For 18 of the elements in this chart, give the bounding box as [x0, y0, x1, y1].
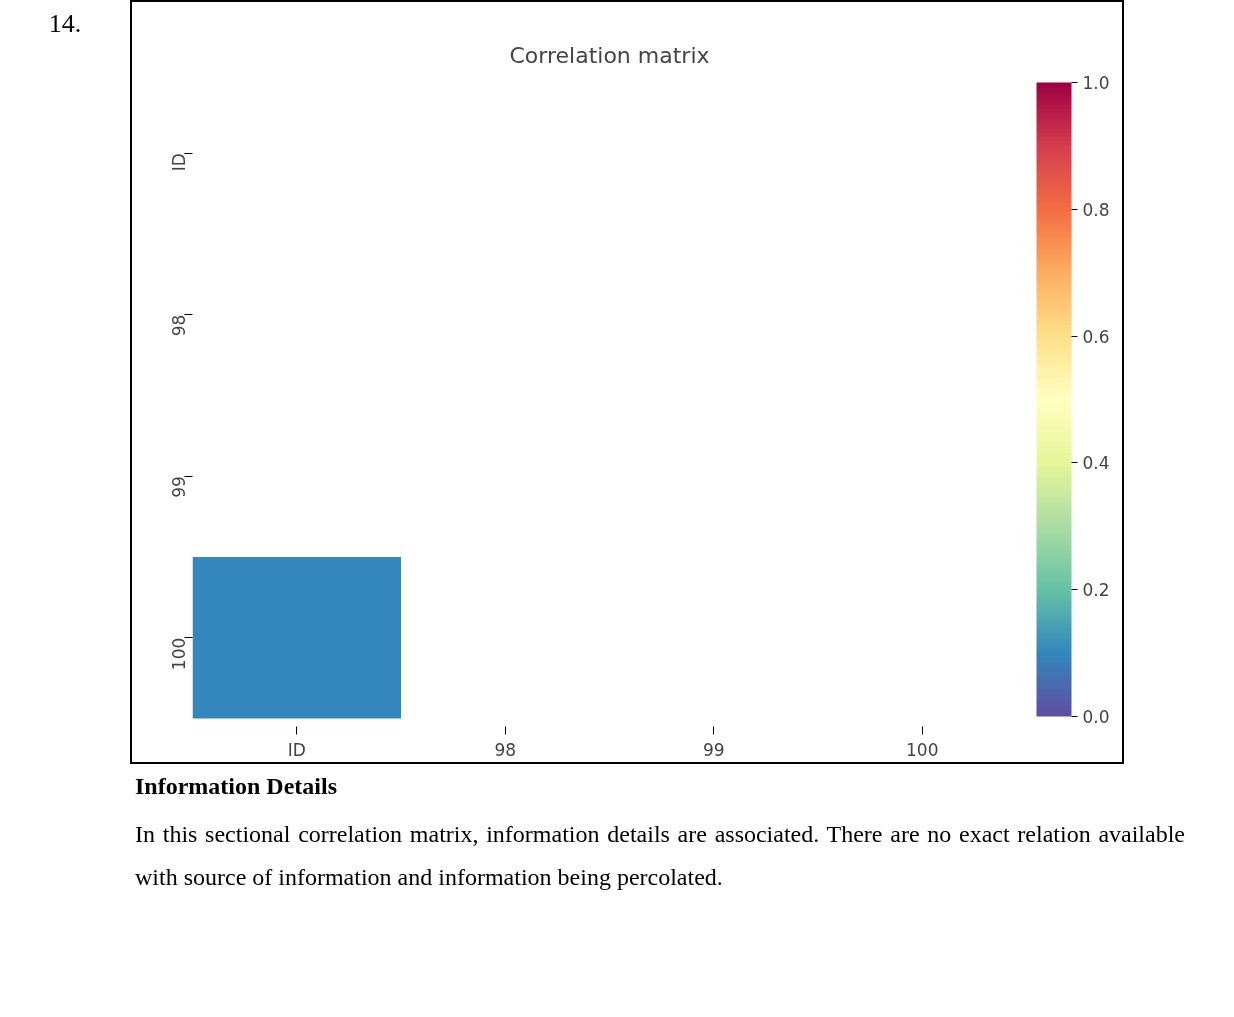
text: Information Details: [135, 772, 337, 801]
color-bar-label: 0.0: [1082, 707, 1110, 727]
chart-title: Correlation matrix: [509, 42, 710, 68]
color-bar-label: 0.8: [1082, 199, 1110, 220]
text: In this sectional correlation matrix, information details are associated. There are no exact relation available with source of information and information being percolated.: [135, 820, 1185, 893]
x-tick-label: 99: [702, 739, 725, 760]
x-tick-label: ID: [287, 739, 306, 760]
y-tick-label: ID: [169, 153, 190, 172]
color-bar-label: 1.0: [1082, 73, 1110, 93]
x-tick-label: 98: [494, 739, 517, 760]
y-tick-label: 99: [169, 476, 190, 498]
y-tick-label: 100: [169, 637, 190, 671]
color-bar-label: 0.4: [1082, 453, 1110, 474]
color-bar-label: 0.2: [1082, 580, 1110, 601]
y-tick-label: 98: [169, 314, 190, 337]
text: 14.: [48, 8, 82, 40]
x-tick-label: 100: [906, 739, 939, 760]
color-bar-label: 0.6: [1082, 326, 1110, 347]
